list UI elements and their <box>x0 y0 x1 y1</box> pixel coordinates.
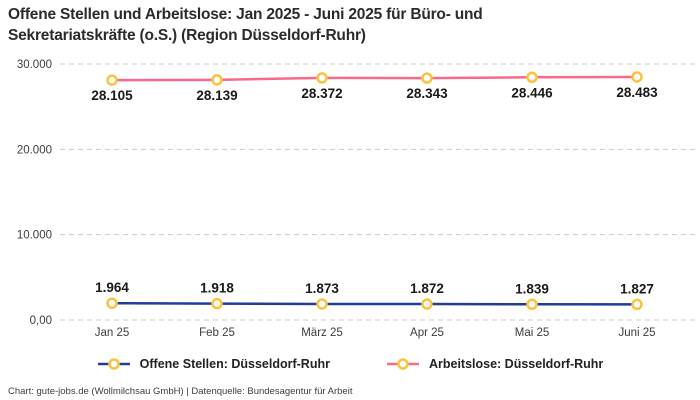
legend-marker-icon <box>386 358 419 370</box>
legend-marker-icon <box>97 358 130 370</box>
data-point-marker <box>526 298 538 311</box>
data-point-marker <box>526 71 538 84</box>
data-point-marker <box>631 298 643 311</box>
data-point-label: 1.918 <box>200 281 234 296</box>
x-axis-tick-label: Apr 25 <box>410 327 444 339</box>
data-point-label: 1.839 <box>515 281 549 296</box>
data-point-marker <box>631 71 643 83</box>
chart-title: Offene Stellen und Arbeitslose: Jan 2025… <box>8 6 483 44</box>
y-axis-tick-label: 10.000 <box>17 230 52 242</box>
data-point-label: 28.483 <box>616 85 658 100</box>
data-point-marker <box>421 72 433 84</box>
data-point-label: 28.446 <box>511 85 553 100</box>
data-point-label: 28.105 <box>91 88 133 103</box>
legend-item[interactable]: Arbeitslose: Düsseldorf-Ruhr <box>386 357 603 371</box>
data-point-label: 1.872 <box>410 281 444 296</box>
data-point-label: 1.964 <box>95 280 129 295</box>
x-axis-tick-label: Jan 25 <box>95 327 130 339</box>
y-axis-tick-label: 30.000 <box>17 59 52 71</box>
data-point-marker <box>316 298 328 310</box>
legend-circle <box>397 358 409 370</box>
x-axis-tick-label: Juni 25 <box>618 327 655 339</box>
legend: Offene Stellen: Düsseldorf-Ruhr Arbeitslo… <box>0 357 700 371</box>
data-point-label: 1.873 <box>305 281 339 296</box>
data-point-marker <box>421 298 433 310</box>
data-point-marker <box>211 74 223 86</box>
data-point-label: 28.343 <box>406 86 448 101</box>
x-axis-tick-label: Mai 25 <box>515 327 550 339</box>
legend-label: Offene Stellen: Düsseldorf-Ruhr <box>139 357 330 371</box>
data-point-label: 28.372 <box>301 86 342 101</box>
series-line <box>110 301 639 306</box>
data-point-marker <box>106 74 118 86</box>
y-axis-tick-label: 0,00 <box>30 315 52 327</box>
data-point-label: 1.827 <box>620 281 654 296</box>
chart-plot-area: 0,00 10.000 20.000 30.000 Jan 25 Feb 25 März 2… <box>17 59 696 339</box>
legend-circle <box>107 358 120 370</box>
legend-label: Arbeitslose: Düsseldorf-Ruhr <box>428 357 604 371</box>
data-point-marker <box>106 297 118 309</box>
chart-attribution: Chart: gute-jobs.de (Wollmilchsau GmbH) … <box>8 386 353 397</box>
data-point-marker <box>211 297 223 310</box>
x-axis-tick-label: Feb 25 <box>199 327 235 339</box>
legend-item[interactable]: Offene Stellen: Düsseldorf-Ruhr <box>97 357 330 371</box>
data-point-marker <box>316 72 328 84</box>
y-axis-tick-label: 20.000 <box>17 144 52 156</box>
x-axis-tick-label: März 25 <box>301 327 343 339</box>
series-line <box>110 75 639 82</box>
data-point-label: 28.139 <box>196 88 237 103</box>
